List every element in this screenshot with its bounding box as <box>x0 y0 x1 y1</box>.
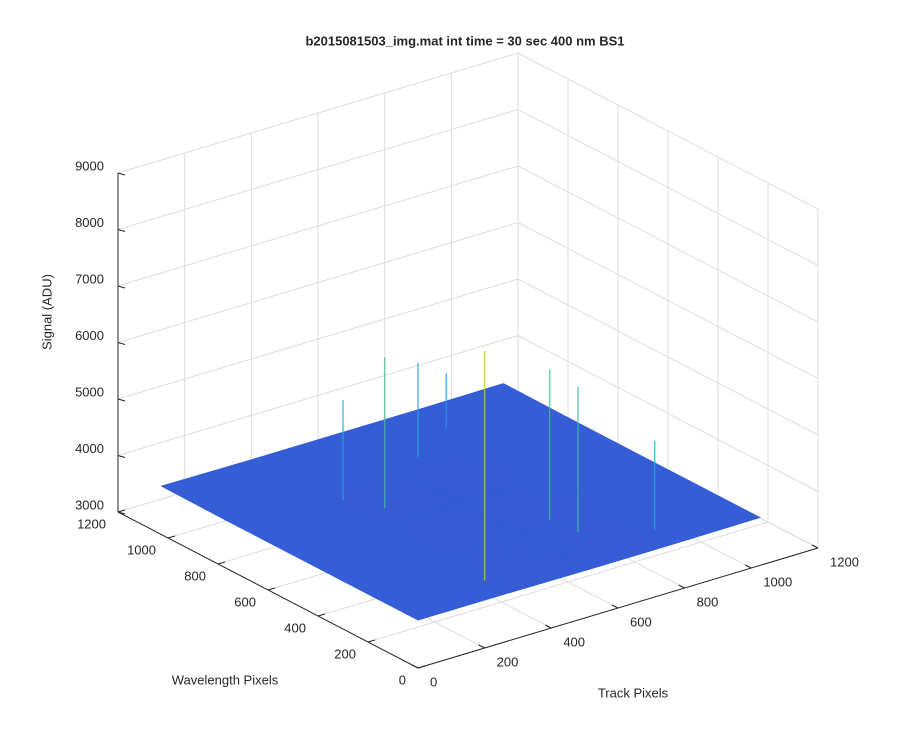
tick-mark <box>545 624 552 629</box>
y-axis-label: Track Pixels <box>598 685 669 700</box>
x-tick-label: 0 <box>399 672 406 687</box>
y-tick-label: 1200 <box>830 554 859 569</box>
z-tick-label: 4000 <box>75 441 104 456</box>
z-tick-label: 3000 <box>75 497 104 512</box>
y-tick-label: 800 <box>697 594 719 609</box>
x-axis-label: Wavelength Pixels <box>172 672 279 687</box>
tick-mark <box>417 665 426 669</box>
y-tick-label: 0 <box>430 674 437 689</box>
x-tick-label: 1000 <box>127 542 156 557</box>
x-tick-label: 200 <box>334 646 356 661</box>
tick-mark <box>117 229 126 232</box>
y-tick-label: 200 <box>497 654 519 669</box>
z-axis-label: Signal (ADU) <box>39 274 54 350</box>
tick-mark <box>267 587 276 591</box>
tick-mark <box>117 398 126 402</box>
tick-mark <box>117 455 126 458</box>
tick-mark <box>117 342 126 345</box>
tick-mark <box>678 584 685 589</box>
z-tick-label: 8000 <box>75 215 104 230</box>
x-tick-label: 400 <box>284 620 306 635</box>
tick-mark <box>411 664 419 669</box>
tick-mark <box>117 511 126 515</box>
tick-mark <box>745 564 752 569</box>
tick-mark <box>117 172 126 176</box>
tick-mark <box>478 644 485 649</box>
y-tick-label: 600 <box>630 614 652 629</box>
surface-patch <box>352 560 506 621</box>
tick-mark <box>117 285 126 289</box>
tick-mark <box>367 639 376 643</box>
tick-mark <box>811 544 819 549</box>
tick-mark <box>611 604 619 609</box>
y-tick-label: 1000 <box>763 574 792 589</box>
x-tick-label: 800 <box>184 568 206 583</box>
tick-mark <box>167 535 176 539</box>
z-tick-label: 5000 <box>75 384 104 399</box>
z-tick-label: 9000 <box>75 158 104 173</box>
chart-title: b2015081503_img.mat int time = 30 sec 40… <box>305 33 624 48</box>
x-tick-label: 1200 <box>77 516 106 531</box>
z-tick-label: 6000 <box>75 328 104 343</box>
z-tick-label: 7000 <box>75 271 104 286</box>
tick-mark <box>217 561 226 565</box>
tick-mark <box>117 509 126 513</box>
x-tick-label: 600 <box>234 594 256 609</box>
tick-mark <box>317 613 326 617</box>
y-tick-label: 400 <box>563 634 585 649</box>
